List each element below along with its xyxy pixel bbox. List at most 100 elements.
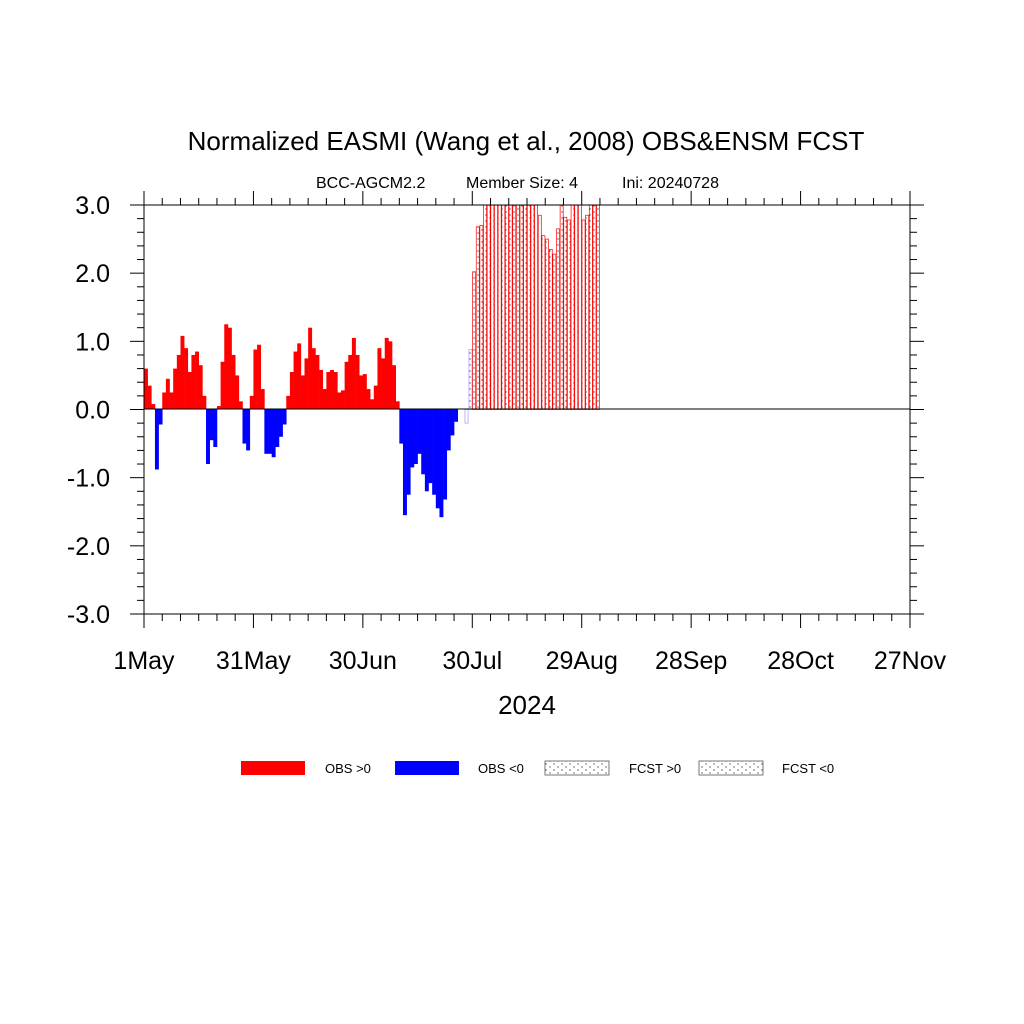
obs-bar — [326, 372, 331, 410]
obs-bar — [176, 354, 181, 410]
obs-bar — [344, 361, 349, 410]
fcst-bar — [483, 204, 487, 410]
obs-bar — [402, 409, 407, 516]
fcst-bar — [516, 204, 520, 410]
obs-bar — [253, 349, 258, 410]
fcst-bar — [497, 204, 502, 410]
obs-bar — [191, 354, 196, 410]
obs-bar — [304, 358, 309, 410]
obs-bar — [443, 409, 448, 500]
fcst-bar — [588, 204, 593, 410]
subtitle-model: BCC-AGCM2.2 — [316, 175, 425, 192]
obs-bar — [315, 354, 320, 410]
obs-bar — [432, 409, 437, 495]
fcst-bar — [592, 204, 597, 410]
fcst-bar — [501, 204, 506, 410]
obs-bar — [206, 409, 210, 465]
x-tick-label: 28Oct — [767, 647, 834, 675]
legend-swatch — [544, 760, 610, 776]
fcst-bar — [494, 204, 498, 410]
obs-bar — [351, 337, 356, 410]
obs-bar — [144, 368, 148, 410]
obs-bar — [268, 409, 272, 454]
obs-bar — [293, 351, 298, 410]
fcst-bar — [468, 349, 473, 410]
obs-bar — [362, 374, 367, 410]
x-tick-label: 30Jun — [329, 647, 397, 675]
obs-bar — [275, 409, 280, 447]
fcst-bar — [505, 204, 509, 410]
obs-bar — [209, 409, 214, 441]
x-tick-label: 30Jul — [442, 647, 502, 675]
fcst-bar — [585, 214, 590, 410]
obs-bar — [417, 409, 422, 454]
fcst-bar — [545, 238, 549, 410]
obs-bar — [282, 409, 287, 425]
fcst-bar — [523, 204, 528, 410]
legend-swatch — [241, 761, 305, 775]
x-tick-label: 28Sep — [655, 647, 727, 675]
obs-bar — [169, 392, 174, 410]
fcst-bar — [475, 226, 480, 410]
obs-bar — [260, 389, 265, 410]
y-tick-label: -2.0 — [67, 533, 110, 561]
obs-bar — [147, 385, 152, 410]
obs-bar — [158, 409, 163, 425]
obs-bar — [151, 404, 156, 410]
obs-bar — [333, 372, 338, 410]
obs-bar — [384, 337, 389, 410]
fcst-bar — [472, 271, 476, 410]
fcst-bar — [530, 204, 535, 410]
subtitle-members: Member Size: 4 — [466, 175, 578, 192]
fcst-bar — [596, 204, 600, 410]
fcst-bar — [567, 219, 571, 410]
obs-bar — [173, 368, 178, 410]
legend-swatch — [698, 760, 764, 776]
obs-bar — [264, 409, 269, 454]
y-tick-label: 2.0 — [75, 260, 110, 288]
obs-bar — [413, 409, 418, 465]
obs-bar — [330, 369, 334, 410]
legend-label: OBS >0 — [325, 761, 371, 776]
obs-bar — [370, 399, 375, 410]
fcst-bar — [537, 214, 542, 410]
x-tick-label: 29Aug — [546, 647, 618, 675]
fcst-bar — [526, 204, 531, 410]
fcst-bar — [556, 228, 560, 410]
fcst-bar — [479, 225, 484, 410]
obs-bar — [340, 390, 345, 410]
y-tick-label: 1.0 — [75, 328, 110, 356]
legend-swatch — [395, 761, 459, 775]
legend: OBS >0 OBS <0 FCST >0 FCST <0 — [241, 760, 834, 776]
obs-bar — [286, 395, 291, 410]
obs-bar — [446, 409, 451, 451]
obs-bar — [421, 409, 426, 475]
fcst-bar — [574, 204, 579, 410]
obs-bar — [366, 389, 371, 410]
x-tick-label: 31May — [216, 647, 292, 675]
obs-bar — [238, 401, 243, 410]
obs-bar — [213, 409, 218, 447]
obs-bar — [231, 354, 236, 410]
obs-bar — [216, 406, 221, 410]
obs-bar — [235, 375, 240, 410]
obs-bar — [257, 344, 262, 410]
fcst-bar — [486, 204, 491, 410]
y-tick-label: -3.0 — [67, 601, 110, 629]
obs-bar — [198, 365, 203, 410]
y-axis: 3.0 2.0 1.0 0.0 -1.0 -2.0 -3.0 — [67, 192, 924, 629]
subtitle-init: Ini: 20240728 — [622, 175, 719, 192]
fcst-bar — [534, 204, 538, 410]
fcst-bar — [519, 204, 524, 410]
obs-bar — [337, 392, 342, 410]
obs-bar — [300, 375, 305, 410]
x-tick-label: 1May — [113, 647, 175, 675]
legend-label: FCST <0 — [782, 761, 834, 776]
obs-bar — [428, 409, 433, 484]
legend-label: OBS <0 — [478, 761, 524, 776]
x-tick-label: 27Nov — [874, 647, 947, 675]
fcst-bar — [548, 248, 553, 410]
obs-bar — [355, 354, 360, 410]
obs-bar — [227, 327, 232, 410]
